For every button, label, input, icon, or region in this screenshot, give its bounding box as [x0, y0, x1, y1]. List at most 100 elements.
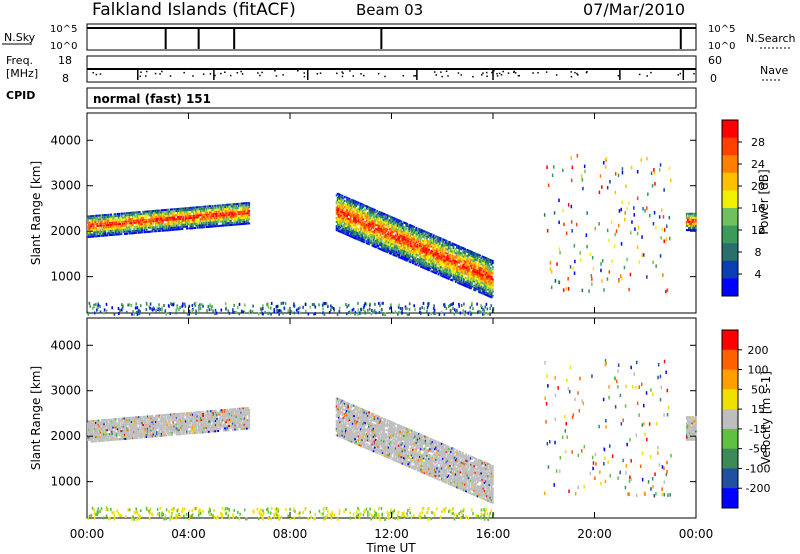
- echo-cell: [380, 244, 383, 247]
- echo-cell: [243, 206, 246, 209]
- scatter-cell: [127, 303, 129, 307]
- echo-cell: [406, 257, 409, 260]
- echo-cell: [407, 245, 410, 248]
- echo-cell: [114, 432, 117, 435]
- echo-cell: [203, 224, 206, 227]
- echo-cell: [489, 283, 492, 286]
- echo-cell: [245, 218, 248, 221]
- echo-cell: [422, 262, 425, 265]
- echo-cell: [347, 199, 350, 202]
- echo-cell: [346, 198, 348, 201]
- echo-cell: [481, 278, 484, 280]
- echo-cell: [133, 437, 135, 440]
- echo-cell: [431, 262, 434, 265]
- echo-cell: [362, 210, 365, 212]
- echo-cell: [489, 279, 492, 282]
- echo-cell: [96, 235, 99, 238]
- echo-cell: [142, 210, 145, 213]
- nsky-spikes: [164, 28, 682, 49]
- echo-cell: [152, 222, 155, 225]
- echo-cell: [172, 218, 175, 221]
- echo-cell: [228, 203, 231, 206]
- echo-cell: [384, 233, 387, 236]
- echo-cell: [344, 229, 347, 232]
- echo-cell: [490, 275, 493, 278]
- echo-cell: [390, 228, 392, 231]
- echo-cell: [92, 424, 95, 427]
- echo-cell: [486, 263, 488, 266]
- scatter-cell: [153, 307, 155, 311]
- echo-cell: [242, 220, 245, 223]
- echo-cell: [392, 237, 395, 240]
- echo-cell: [115, 233, 118, 236]
- echo-cell: [362, 240, 365, 243]
- echo-cell: [414, 251, 417, 253]
- echo-cell: [135, 227, 138, 230]
- echo-cell: [437, 248, 440, 251]
- echo-cell: [476, 253, 479, 256]
- echo-cell: [469, 275, 472, 277]
- echo-cell: [435, 262, 438, 264]
- echo-cell: [143, 430, 146, 433]
- echo-cell: [453, 263, 456, 266]
- echo-cell: [471, 267, 473, 270]
- echo-cell: [360, 223, 362, 226]
- echo-cell: [346, 213, 348, 216]
- echo-cell: [351, 221, 354, 224]
- echo-cell: [347, 213, 350, 216]
- echo-cell: [89, 229, 92, 232]
- echo-cell: [197, 214, 200, 217]
- echo-cell: [378, 229, 381, 232]
- echo-cell: [130, 218, 133, 220]
- echo-cell: [118, 424, 120, 426]
- echo-cell: [428, 269, 431, 272]
- scatter-cell: [169, 312, 172, 315]
- noise-cell: [653, 171, 656, 175]
- echo-cell: [407, 247, 410, 250]
- noise-cell: [591, 277, 593, 281]
- echo-cell: [239, 206, 241, 209]
- echo-cell: [108, 433, 111, 435]
- echo-cell: [435, 245, 438, 248]
- echo-cell: [388, 235, 391, 238]
- scatter-cell: [243, 303, 246, 307]
- scatter-cell: [365, 302, 368, 306]
- echo-cell: [399, 224, 402, 226]
- echo-cell: [425, 256, 428, 258]
- echo-cell: [445, 272, 448, 275]
- echo-cell: [398, 221, 400, 224]
- scatter-cell: [363, 306, 365, 309]
- echo-cell: [362, 222, 365, 225]
- echo-cell: [135, 434, 138, 437]
- echo-cell: [214, 206, 217, 209]
- echo-cell: [128, 425, 131, 428]
- echo-cell: [437, 273, 440, 276]
- scatter-cell: [346, 305, 348, 309]
- echo-cell: [363, 208, 366, 211]
- echo-cell: [447, 257, 450, 260]
- echo-cell: [161, 223, 164, 226]
- echo-cell: [474, 256, 477, 259]
- echo-cell: [406, 235, 409, 238]
- echo-cell: [397, 241, 399, 244]
- echo-cell: [178, 212, 180, 214]
- scatter-cell: [120, 308, 123, 312]
- echo-cell: [377, 230, 380, 233]
- echo-cell: [377, 216, 380, 219]
- echo-cell: [140, 422, 142, 425]
- nave-point: [259, 74, 261, 77]
- echo-cell: [482, 292, 485, 295]
- echo-cell: [432, 261, 435, 263]
- echo-cell: [104, 425, 107, 428]
- echo-cell: [353, 232, 355, 235]
- echo-cell: [423, 244, 426, 247]
- echo-cell: [360, 206, 362, 209]
- echo-cell: [161, 430, 164, 433]
- echo-cell: [442, 271, 444, 274]
- echo-cell: [403, 236, 406, 239]
- echo-cell: [131, 215, 134, 218]
- echo-cell: [106, 220, 109, 222]
- echo-cell: [366, 240, 369, 243]
- echo-cell: [407, 225, 410, 228]
- echo-cell: [402, 235, 405, 238]
